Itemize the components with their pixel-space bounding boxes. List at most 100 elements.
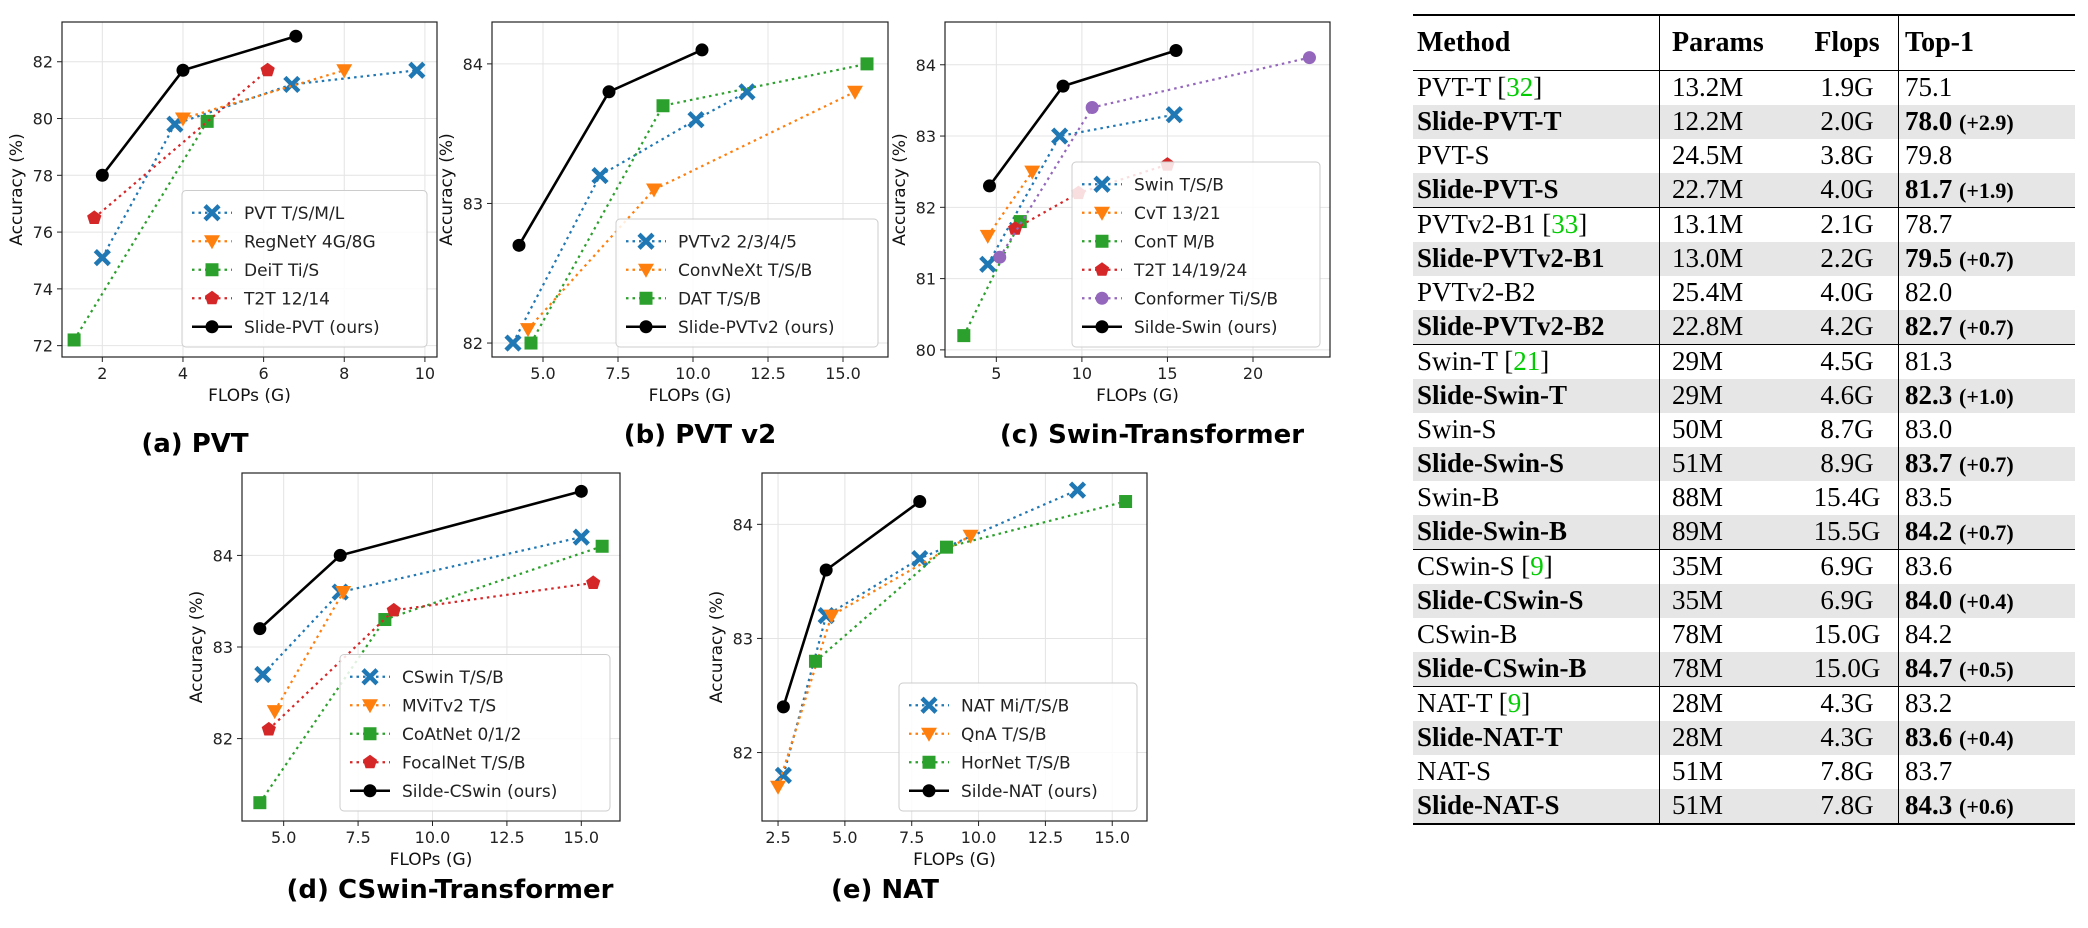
chart-caption: (b) PVT v2	[624, 420, 776, 450]
data-point	[913, 495, 927, 509]
method-cell: NAT-S	[1413, 755, 1660, 789]
legend: PVTv2 2/3/4/5 ConvNeXt T/S/B DAT T/S/B Slid…	[615, 218, 879, 348]
data-point	[260, 62, 275, 77]
citation-ref[interactable]: 33	[1551, 209, 1579, 239]
top1-cell: 82.0	[1898, 276, 2075, 310]
method-name: Swin-S	[1417, 414, 1497, 444]
data-point	[738, 83, 756, 101]
params-cell: 50M	[1659, 413, 1796, 447]
top1-cell: 81.7 (+1.9)	[1898, 172, 2075, 208]
data-point	[939, 540, 953, 554]
data-point	[386, 602, 401, 617]
y-axis-label: Accuracy (%)	[707, 591, 727, 703]
data-point	[253, 796, 267, 810]
data-point	[1056, 79, 1070, 93]
legend-marker	[639, 320, 653, 334]
top1-value: 84.3	[1905, 789, 1953, 820]
legend-marker	[205, 320, 219, 334]
legend-box	[898, 682, 1138, 812]
top1-gain: (+0.4)	[1959, 588, 2014, 614]
flops-cell: 8.9G	[1796, 446, 1899, 481]
table-row: Swin-S 50M 8.7G 83.0	[1413, 413, 2075, 447]
top1-cell: 78.0 (+2.9)	[1898, 104, 2075, 139]
legend-marker	[1093, 175, 1111, 193]
x-tick-label: 8	[339, 364, 349, 383]
top1-value: 78.7	[1905, 209, 1953, 239]
data-point	[1008, 221, 1023, 235]
data-point	[982, 179, 996, 193]
legend-marker	[637, 232, 655, 250]
legend-marker	[1095, 234, 1109, 248]
data-point	[979, 255, 997, 273]
legend-marker	[204, 235, 220, 250]
legend-label: Slide-PVTv2 (ours)	[678, 318, 834, 338]
y-tick-label: 82	[33, 53, 53, 72]
y-axis-label: Accuracy (%)	[187, 591, 207, 703]
citation-ref[interactable]: 32	[1506, 72, 1534, 102]
y-axis-label: Accuracy (%)	[7, 133, 27, 245]
data-point	[774, 766, 792, 784]
method-name: Slide-PVT-T	[1417, 106, 1562, 136]
y-tick-label: 82	[733, 744, 753, 763]
top1-value: 83.7	[1905, 756, 1953, 786]
flops-cell: 8.7G	[1820, 414, 1874, 444]
x-tick-label: 15.0	[1094, 828, 1130, 847]
citation-ref[interactable]: 9	[1507, 688, 1522, 718]
data-point	[283, 75, 301, 94]
legend: CSwin T/S/B MViTv2 T/S CoAtNet 0/1/2 FocalN…	[339, 654, 611, 812]
x-tick-label: 5.0	[832, 828, 857, 847]
top1-value: 83.0	[1905, 414, 1953, 444]
chart-pvt: 2 4 6 8 10 72 74 76 78 80 82 FLOPs (G) Accuracy (%) P…	[7, 21, 438, 459]
legend-label: MViTv2 T/S	[402, 696, 496, 716]
legend-label: ConT M/B	[1134, 232, 1215, 252]
data-point	[1068, 481, 1087, 499]
x-tick-label: 2.5	[765, 828, 790, 847]
method-cell: Slide-PVTv2-B2	[1413, 309, 1660, 345]
citation-ref[interactable]: 21	[1513, 346, 1541, 376]
legend-label: DeiT Ti/S	[244, 261, 319, 281]
series-line	[530, 62, 868, 344]
method-name: NAT-S	[1417, 756, 1492, 786]
legend-marker	[205, 263, 219, 277]
data-point	[823, 609, 840, 624]
citation-ref[interactable]: 9	[1530, 551, 1544, 581]
data-point	[860, 57, 874, 71]
table-row: Slide-CSwin-S 35M 6.9G 84.0 (+0.4)	[1413, 583, 2075, 618]
legend-label: Silde-Swin (ours)	[1134, 318, 1278, 338]
table-row: Slide-NAT-S 51M 7.8G 84.3 (+0.6)	[1413, 788, 2075, 825]
legend-marker	[362, 754, 378, 769]
legend: NAT Mi/T/S/B QnA T/S/B HorNet T/S/B Silde-N…	[898, 682, 1138, 812]
params-cell: 89M	[1659, 514, 1796, 550]
top1-value: 83.6	[1905, 721, 1953, 752]
legend-label: HorNet T/S/B	[961, 753, 1071, 773]
data-point	[408, 61, 426, 79]
data-point	[1024, 165, 1041, 180]
series-1	[174, 64, 353, 127]
series-line	[101, 69, 417, 259]
method-name: CSwin-B	[1417, 619, 1518, 649]
data-point	[776, 700, 790, 714]
table-row: Swin-T [21] 29M 4.5G 81.3	[1413, 344, 2075, 379]
top1-gain: (+1.9)	[1959, 177, 2014, 203]
method-cell: Slide-PVTv2-B1	[1413, 241, 1660, 276]
legend-label: Silde-NAT (ours)	[961, 782, 1098, 802]
flops-cell: 15.5G	[1796, 514, 1899, 550]
series-line	[268, 581, 594, 731]
y-tick-label: 78	[33, 166, 53, 185]
flops-cell: 4.0G	[1796, 172, 1899, 208]
flops-cell: 4.2G	[1796, 309, 1899, 345]
series-4	[253, 484, 588, 636]
legend: PVT T/S/M/L RegNetY 4G/8G DeiT Ti/S T2T 12/…	[181, 190, 428, 348]
flops-cell: 1.9G	[1820, 72, 1874, 102]
table-row: CSwin-B 78M 15.0G 84.2	[1413, 618, 2075, 652]
top1-gain: (+1.0)	[1959, 383, 2014, 409]
method-cell: Swin-B	[1413, 481, 1660, 515]
table-row: PVTv2-B2 25.4M 4.0G 82.0	[1413, 276, 2075, 310]
table-row: NAT-T [9] 28M 4.3G 83.2	[1413, 686, 2075, 721]
method-header: Method	[1413, 14, 1660, 71]
results-table: Method Params Flops Top-1 PVT-T [32] 13.2M 1.9…	[1413, 14, 2075, 825]
method-cell: PVT-T [32]	[1417, 72, 1543, 102]
top1-value: 81.3	[1905, 346, 1953, 376]
y-tick-label: 83	[213, 638, 233, 657]
legend-label: CoAtNet 0/1/2	[402, 725, 521, 745]
